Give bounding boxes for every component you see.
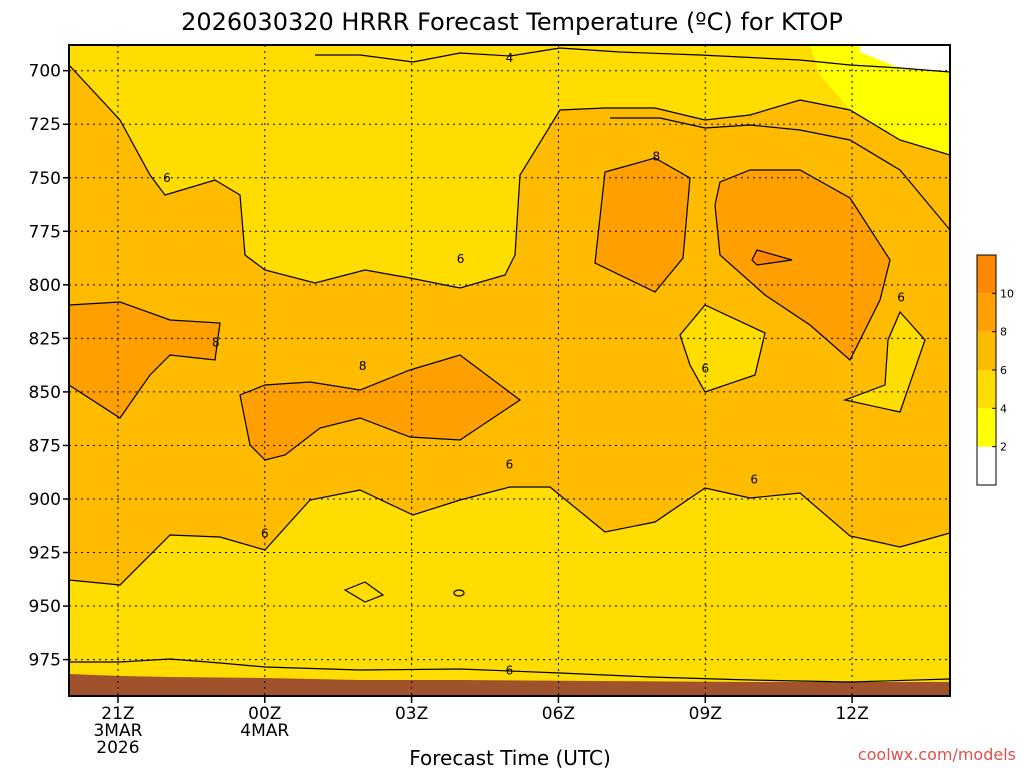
- y-tick-label: 725: [29, 115, 61, 135]
- contour-lines: [69, 47, 950, 683]
- field-8-10-b: [240, 355, 520, 460]
- y-axis: 700 725 750 775 800 825 850 875 900 925 950 975: [29, 62, 69, 671]
- x-tick-label: 06Z: [542, 704, 575, 724]
- y-tick-label: 950: [29, 597, 61, 617]
- y-tick-label: 700: [29, 62, 61, 82]
- contour-label: 6: [897, 291, 905, 305]
- field-4-6-pocket-c: [345, 582, 383, 602]
- x-tick-label: 2026: [96, 738, 139, 758]
- contour-label: 6: [750, 473, 758, 487]
- y-tick-label: 825: [29, 329, 61, 349]
- colorbar-label: 8: [1000, 326, 1007, 339]
- y-tick-label: 925: [29, 544, 61, 564]
- colorbar: 2 4 6 8 10: [976, 254, 1014, 486]
- y-tick-label: 875: [29, 436, 61, 456]
- colorbar-swatch: [977, 370, 996, 409]
- contour-label: 8: [212, 336, 220, 350]
- contour-label: 8: [359, 359, 367, 373]
- colorbar-swatch: [977, 331, 996, 370]
- field-8-10-d: [715, 170, 890, 360]
- contour-8-c: [594, 157, 691, 293]
- field-8-10-c: [595, 158, 690, 292]
- x-tick-label: 3MAR: [93, 721, 142, 741]
- chart-title: 2026030320 HRRR Forecast Temperature (ºC…: [181, 8, 843, 36]
- field-2-4-corner: [810, 45, 950, 155]
- field-0-2-corner: [860, 45, 950, 72]
- contour-6-pocket-c: [343, 581, 385, 603]
- contour-labels: 4 6 6 8 6 8 8 6 6 6 6 6: [163, 51, 905, 677]
- x-tick-label: 4MAR: [240, 721, 289, 741]
- y-tick-label: 900: [29, 490, 61, 510]
- field-4-6-lower: [69, 487, 950, 696]
- contour-6-left: [69, 64, 950, 289]
- contour-label: 6: [163, 171, 171, 185]
- contour-8-d: [714, 169, 891, 361]
- x-tick-label: 21Z: [101, 704, 134, 724]
- credit-text: coolwx.com/models: [858, 745, 1016, 764]
- colorbar-label: 2: [1000, 441, 1007, 454]
- contour-label: 4: [506, 51, 514, 65]
- colorbar-label: 6: [1000, 364, 1007, 377]
- grid: [69, 45, 950, 696]
- y-tick-label: 975: [29, 651, 61, 671]
- x-tick-label: 03Z: [395, 704, 428, 724]
- contour-6-pocket-b: [842, 310, 926, 413]
- contour-label: 6: [701, 361, 709, 375]
- colorbar-label: 4: [1000, 402, 1007, 415]
- field-4-6-upper: [69, 45, 950, 288]
- contour-label: 6: [506, 458, 514, 472]
- x-tick-label: 12Z: [835, 704, 868, 724]
- colorbar-label: 10: [1000, 287, 1014, 300]
- field-8-10-a: [69, 302, 220, 418]
- field-4-6-pocket-b: [845, 312, 925, 412]
- terrain-fill: [69, 674, 950, 696]
- field-4-6-pocket-a: [680, 305, 765, 392]
- contour-6-pocket-a: [679, 304, 766, 393]
- plot-border: [68, 44, 951, 697]
- x-tick-label: 09Z: [689, 704, 722, 724]
- x-tick-label: 00Z: [248, 704, 281, 724]
- colorbar-swatch: [977, 446, 996, 485]
- contour-6-right: [610, 117, 950, 231]
- plot-area: 4 6 6 8 6 8 8 6 6 6 6 6: [69, 45, 950, 696]
- contour-10: [751, 249, 793, 266]
- contour-8-b: [239, 354, 522, 461]
- x-axis-label: Forecast Time (UTC): [409, 746, 611, 768]
- colorbar-swatch: [977, 408, 996, 447]
- contour-label: 6: [506, 663, 514, 677]
- contour-8-a: [69, 301, 221, 419]
- colorbar-swatch: [977, 255, 996, 294]
- y-tick-label: 775: [29, 222, 61, 242]
- contour-6-pocket-d: [453, 589, 465, 597]
- contour-6-lower: [69, 486, 950, 586]
- y-tick-label: 800: [29, 276, 61, 296]
- contour-label: 6: [457, 252, 465, 266]
- y-tick-label: 750: [29, 169, 61, 189]
- contour-label: 8: [653, 149, 661, 163]
- contour-6-surface: [69, 658, 950, 683]
- contour-label: 6: [261, 526, 269, 540]
- colorbar-swatch: [977, 293, 996, 332]
- contour-4-top: [315, 47, 950, 73]
- y-tick-label: 850: [29, 383, 61, 403]
